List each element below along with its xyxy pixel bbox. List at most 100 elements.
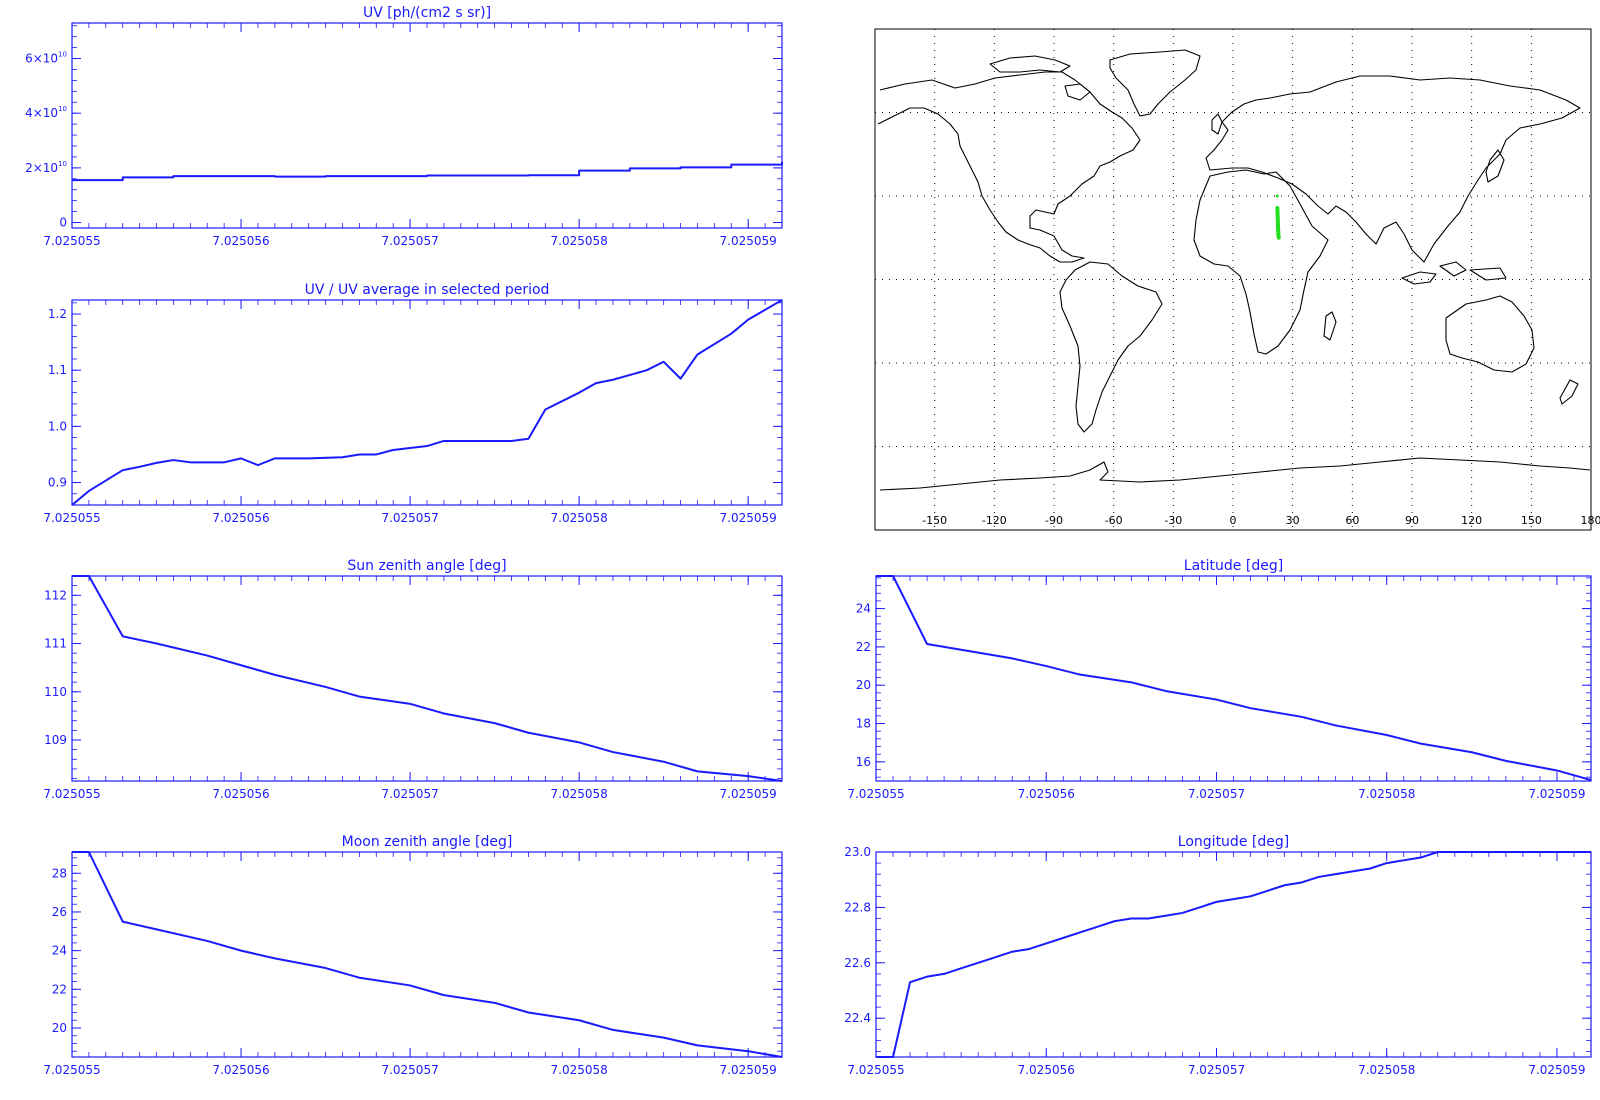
world-map-panel: -150 -120 -90 -60 -30 0 30 60 90 120 150 180 xyxy=(874,28,1600,531)
australia-outline xyxy=(1445,295,1535,373)
y-tick-label: 22 xyxy=(856,640,871,654)
x-tick-label: 7.025057 xyxy=(381,1063,438,1077)
x-tick-label: 7.025058 xyxy=(1358,1063,1415,1077)
y-tick-label: 24 xyxy=(856,602,871,616)
x-tick-label: 7.025059 xyxy=(720,234,777,248)
y-tick-label: 23.0 xyxy=(844,845,871,859)
x-tick-label: 7.025056 xyxy=(1018,1063,1075,1077)
map-lon-label: -60 xyxy=(1105,514,1123,527)
x-tick-label: 7.025056 xyxy=(212,787,269,801)
y-tick-label: 4×1010 xyxy=(25,105,67,120)
y-tick-label: 22.4 xyxy=(844,1011,871,1025)
y-tick-label: 0 xyxy=(59,216,67,230)
plot-frame xyxy=(71,575,783,782)
map-coastlines xyxy=(877,49,1591,491)
uk-outline xyxy=(1211,113,1223,135)
track-path xyxy=(1275,205,1281,240)
map-longitude-ticks: -150 -120 -90 -60 -30 0 30 60 90 120 150 180 xyxy=(922,514,1600,527)
y-tick-label: 18 xyxy=(856,717,871,731)
map-lon-label: 120 xyxy=(1461,514,1482,527)
y-tick-label: 20 xyxy=(856,678,871,692)
y-tick-label: 110 xyxy=(44,685,67,699)
plot-frame xyxy=(71,851,783,1058)
y-tick-exponent: 10 xyxy=(58,160,67,168)
map-lon-label: 90 xyxy=(1405,514,1419,527)
y-tick-label: 22.6 xyxy=(844,956,871,970)
madagascar-outline xyxy=(1323,311,1337,341)
x-tick-label: 7.025059 xyxy=(720,787,777,801)
y-tick-label: 22.8 xyxy=(844,900,871,914)
x-tick-label: 7.025058 xyxy=(551,787,608,801)
uv-radiance-panel: UV [ph/(cm2 s sr)] 7.025055 7.025056 7.025… xyxy=(25,5,783,248)
arctic-islands-outline xyxy=(989,55,1091,101)
x-tick-label: 7.025059 xyxy=(1528,787,1585,801)
uv-chart-title: UV [ph/(cm2 s sr)] xyxy=(363,5,491,21)
y-tick-label: 1.1 xyxy=(48,363,67,377)
y-tick-label: 20 xyxy=(52,1021,67,1035)
longitude-chart-title: Longitude [deg] xyxy=(1178,834,1289,850)
map-lon-label: -120 xyxy=(982,514,1007,527)
map-lon-label: 180 xyxy=(1581,514,1600,527)
y-tick-label: 111 xyxy=(44,637,67,651)
map-lon-label: -30 xyxy=(1164,514,1182,527)
eurasia-outline xyxy=(1205,75,1581,263)
moon-zenith-chart-title: Moon zenith angle [deg] xyxy=(342,834,513,850)
y-tick-label: 1.0 xyxy=(48,419,67,433)
japan-outline xyxy=(1485,149,1505,183)
latitude-chart-title: Latitude [deg] xyxy=(1184,558,1283,574)
y-tick-exponent: 10 xyxy=(58,51,67,59)
map-graticule xyxy=(875,29,1591,530)
y-tick-label: 6×1010 xyxy=(25,51,67,66)
longitude-panel: Longitude [deg] 7.025055 7.025056 7.025057… xyxy=(844,834,1592,1077)
sun-zenith-panel: Sun zenith angle [deg] 7.025055 7.025056 7… xyxy=(43,558,783,801)
greenland-outline xyxy=(1109,49,1201,117)
uv-ratio-panel: UV / UV average in selected period 7.025… xyxy=(43,282,783,525)
x-tick-label: 7.025059 xyxy=(720,511,777,525)
x-tick-label: 7.025058 xyxy=(551,511,608,525)
plot-frame xyxy=(71,299,783,506)
y-tick-label: 112 xyxy=(44,588,67,602)
x-tick-label: 7.025058 xyxy=(1358,787,1415,801)
x-tick-label: 7.025057 xyxy=(381,511,438,525)
map-lon-label: -150 xyxy=(922,514,947,527)
x-tick-label: 7.025058 xyxy=(551,234,608,248)
indonesia-outline xyxy=(1401,261,1507,285)
x-tick-label: 7.025058 xyxy=(551,1063,608,1077)
y-tick-label: 26 xyxy=(52,905,67,919)
series-line xyxy=(876,575,1592,782)
y-tick-label: 2×1010 xyxy=(25,160,67,175)
map-lon-label: 150 xyxy=(1521,514,1542,527)
x-tick-label: 7.025057 xyxy=(381,787,438,801)
x-tick-label: 7.025055 xyxy=(847,787,904,801)
track-start-marker xyxy=(1275,194,1279,198)
new-zealand-outline xyxy=(1559,379,1579,405)
plot-frame xyxy=(875,575,1592,782)
x-tick-label: 7.025055 xyxy=(43,511,100,525)
north-america-outline xyxy=(877,71,1141,263)
series-line xyxy=(71,299,783,506)
plot-frame xyxy=(71,22,783,229)
uv-ratio-chart-title: UV / UV average in selected period xyxy=(305,282,550,298)
series-line xyxy=(72,161,783,182)
series-line xyxy=(72,851,783,1058)
y-tick-label: 109 xyxy=(44,733,67,747)
x-tick-label: 7.025055 xyxy=(43,787,100,801)
y-tick-label: 1.2 xyxy=(48,307,67,321)
map-lon-label: 30 xyxy=(1286,514,1300,527)
map-lon-label: -90 xyxy=(1045,514,1063,527)
x-tick-label: 7.025059 xyxy=(1528,1063,1585,1077)
map-lon-label: 60 xyxy=(1345,514,1359,527)
y-tick-label: 16 xyxy=(856,755,871,769)
x-tick-label: 7.025055 xyxy=(847,1063,904,1077)
latitude-panel: Latitude [deg] 7.025055 7.025056 7.025057 7… xyxy=(847,558,1592,801)
antarctica-outline xyxy=(879,457,1591,491)
series-line xyxy=(72,575,783,782)
x-tick-label: 7.025055 xyxy=(43,1063,100,1077)
x-tick-label: 7.025056 xyxy=(1018,787,1075,801)
africa-outline xyxy=(1193,169,1329,355)
y-tick-label: 28 xyxy=(52,866,67,880)
series-line xyxy=(876,851,1591,1058)
y-tick-label: 0.9 xyxy=(48,476,67,490)
satellite-track xyxy=(1275,194,1281,240)
